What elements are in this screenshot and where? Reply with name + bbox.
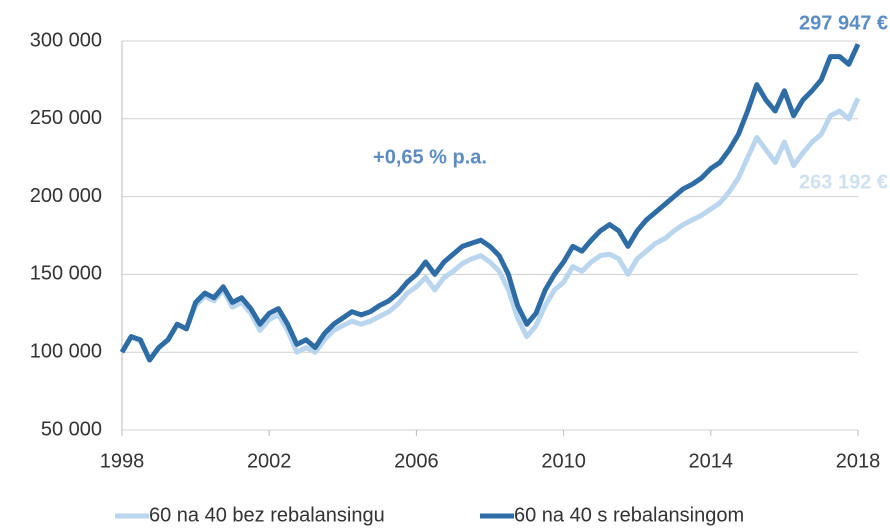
y-tick-label: 200 000 — [30, 185, 102, 207]
y-tick-label: 100 000 — [30, 340, 102, 362]
x-tick-label: 2014 — [689, 450, 734, 472]
x-tick-label: 2006 — [394, 450, 439, 472]
x-tick-label: 2018 — [836, 450, 881, 472]
series-line — [119, 97, 861, 363]
legend-label: 60 na 40 bez rebalansingu — [149, 504, 385, 526]
x-tick-label: 2010 — [541, 450, 586, 472]
annotation: +0,65 % p.a. — [373, 146, 487, 168]
y-tick-label: 150 000 — [30, 263, 102, 285]
annotation: 263 192 € — [799, 171, 888, 193]
legend-label: 60 na 40 s rebalansingom — [514, 504, 744, 526]
series-line — [119, 43, 861, 363]
annotation: 297 947 € — [799, 12, 888, 34]
y-tick-label: 50 000 — [41, 418, 102, 440]
x-tick-label: 2002 — [247, 450, 292, 472]
x-tick-label: 1998 — [100, 450, 145, 472]
y-tick-label: 250 000 — [30, 107, 102, 129]
y-tick-label: 300 000 — [30, 29, 102, 51]
